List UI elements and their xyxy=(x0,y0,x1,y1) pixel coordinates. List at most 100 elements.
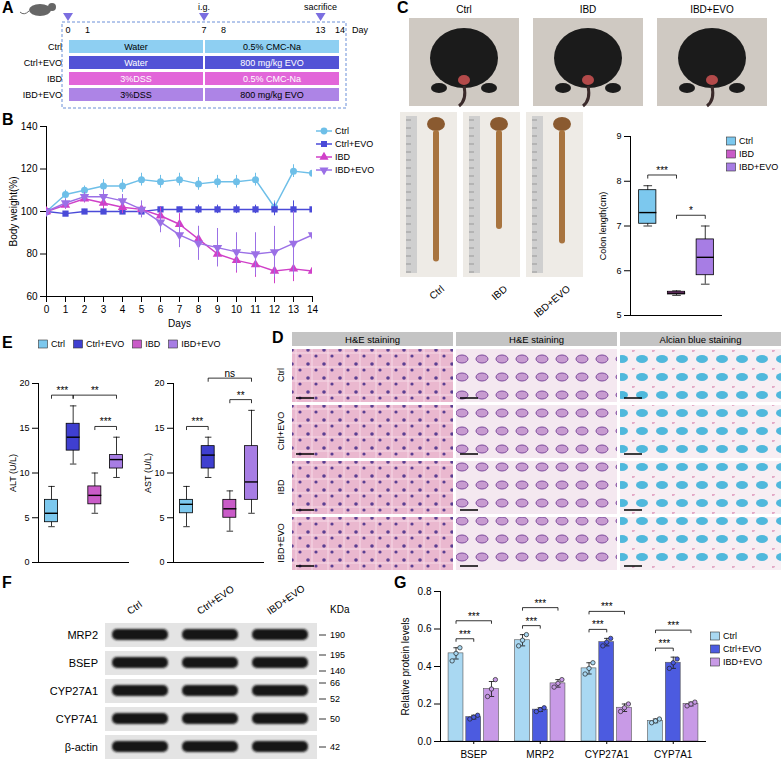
svg-text:140: 140 xyxy=(21,121,38,132)
svg-text:***: *** xyxy=(100,416,112,427)
svg-text:12: 12 xyxy=(269,304,281,315)
svg-text:80: 80 xyxy=(26,248,38,259)
svg-text:***: *** xyxy=(601,601,613,612)
svg-text:**: ** xyxy=(237,390,245,401)
svg-text:10: 10 xyxy=(231,304,243,315)
svg-text:CYP27A1: CYP27A1 xyxy=(50,685,98,697)
svg-text:Ctrl: Ctrl xyxy=(276,368,286,382)
svg-text:IBD+EVO: IBD+EVO xyxy=(532,283,573,320)
svg-text:KDa: KDa xyxy=(330,604,350,615)
svg-text:Ctrl+EVO: Ctrl+EVO xyxy=(276,412,286,450)
svg-text:5: 5 xyxy=(159,513,164,523)
svg-text:IBD: IBD xyxy=(276,479,286,495)
svg-text:0.5% CMC-Na: 0.5% CMC-Na xyxy=(243,42,301,52)
svg-text:Relative protein levels: Relative protein levels xyxy=(400,618,411,716)
svg-text:6: 6 xyxy=(616,266,621,276)
svg-text:***: *** xyxy=(56,385,68,396)
svg-text:9: 9 xyxy=(215,304,221,315)
svg-text:3%DSS: 3%DSS xyxy=(120,74,152,84)
svg-text:Colon length(cm): Colon length(cm) xyxy=(598,192,608,261)
svg-text:800 mg/kg EVO: 800 mg/kg EVO xyxy=(240,90,304,100)
svg-text:0.4: 0.4 xyxy=(418,661,432,672)
svg-text:9: 9 xyxy=(616,131,621,141)
svg-text:8: 8 xyxy=(616,176,621,186)
svg-text:AST (U/L): AST (U/L) xyxy=(143,453,153,493)
svg-text:***: *** xyxy=(534,598,546,609)
svg-text:ns: ns xyxy=(225,368,236,379)
svg-text:14: 14 xyxy=(307,304,319,315)
svg-text:IBD: IBD xyxy=(489,283,509,302)
svg-text:0: 0 xyxy=(159,557,164,567)
svg-text:***: *** xyxy=(659,638,671,649)
svg-text:0: 0 xyxy=(65,25,70,35)
svg-text:190: 190 xyxy=(330,630,345,640)
svg-text:***: *** xyxy=(191,416,203,427)
svg-text:50: 50 xyxy=(330,714,340,724)
svg-text:***: *** xyxy=(459,629,471,640)
svg-text:i.g.: i.g. xyxy=(198,2,210,12)
svg-text:800 mg/kg EVO: 800 mg/kg EVO xyxy=(240,58,304,68)
svg-text:IBD+EVO: IBD+EVO xyxy=(265,582,307,616)
svg-text:IBD: IBD xyxy=(580,4,597,15)
svg-text:1: 1 xyxy=(85,25,90,35)
svg-text:CYP7A1: CYP7A1 xyxy=(654,749,693,760)
svg-text:***: *** xyxy=(656,165,668,176)
svg-text:8: 8 xyxy=(221,25,226,35)
svg-text:IBD+EVO: IBD+EVO xyxy=(23,90,62,100)
svg-text:***: *** xyxy=(468,611,480,622)
svg-text:Days: Days xyxy=(168,318,191,329)
svg-text:MRP2: MRP2 xyxy=(526,749,554,760)
svg-text:Ctrl: Ctrl xyxy=(48,42,62,52)
svg-text:15: 15 xyxy=(154,423,164,433)
svg-text:10: 10 xyxy=(154,468,164,478)
svg-text:11: 11 xyxy=(250,304,261,315)
svg-text:20: 20 xyxy=(154,378,164,388)
svg-text:140: 140 xyxy=(330,666,345,676)
svg-text:66: 66 xyxy=(330,678,340,688)
svg-text:***: *** xyxy=(526,616,538,627)
svg-text:60: 60 xyxy=(26,291,38,302)
svg-text:0.6: 0.6 xyxy=(418,623,432,634)
svg-text:7: 7 xyxy=(201,25,206,35)
svg-text:8: 8 xyxy=(196,304,202,315)
svg-text:Water: Water xyxy=(124,58,148,68)
svg-text:13: 13 xyxy=(288,304,300,315)
svg-text:Day: Day xyxy=(352,25,369,35)
svg-text:7: 7 xyxy=(616,221,621,231)
svg-text:IBD+EVO: IBD+EVO xyxy=(276,523,286,562)
svg-text:Ctrl+EVO: Ctrl+EVO xyxy=(195,583,236,617)
svg-text:7: 7 xyxy=(177,304,183,315)
svg-text:3%DSS: 3%DSS xyxy=(120,90,152,100)
svg-text:52: 52 xyxy=(330,694,340,704)
svg-text:2: 2 xyxy=(82,304,88,315)
svg-text:5: 5 xyxy=(139,304,145,315)
svg-text:0.5% CMC-Na: 0.5% CMC-Na xyxy=(243,74,301,84)
svg-text:BSEP: BSEP xyxy=(460,749,487,760)
svg-text:sacrifice: sacrifice xyxy=(304,2,337,12)
svg-text:42: 42 xyxy=(330,742,340,752)
svg-text:***: *** xyxy=(592,619,604,630)
svg-text:Ctrl: Ctrl xyxy=(427,283,446,301)
svg-text:4: 4 xyxy=(120,304,126,315)
svg-text:Ctrl+EVO: Ctrl+EVO xyxy=(24,58,62,68)
svg-text:Water: Water xyxy=(124,42,148,52)
svg-text:***: *** xyxy=(667,620,679,631)
svg-text:**: ** xyxy=(91,385,99,396)
svg-text:3: 3 xyxy=(101,304,107,315)
svg-text:Alcian blue staining: Alcian blue staining xyxy=(660,334,742,345)
svg-text:CYP27A1: CYP27A1 xyxy=(585,749,629,760)
svg-text:13: 13 xyxy=(316,25,326,35)
svg-text:H&E staining: H&E staining xyxy=(509,334,564,345)
svg-text:5: 5 xyxy=(616,310,621,320)
svg-text:6: 6 xyxy=(158,304,164,315)
svg-text:CYP7A1: CYP7A1 xyxy=(56,713,98,725)
svg-text:0: 0 xyxy=(44,304,50,315)
svg-text:0.8: 0.8 xyxy=(418,586,432,597)
svg-text:120: 120 xyxy=(21,163,38,174)
svg-text:Body weight(%): Body weight(%) xyxy=(8,176,19,246)
svg-text:Ctrl: Ctrl xyxy=(456,4,472,15)
svg-text:15: 15 xyxy=(19,423,29,433)
svg-text:5: 5 xyxy=(24,513,29,523)
svg-text:0: 0 xyxy=(24,557,29,567)
svg-text:*: * xyxy=(689,205,693,216)
